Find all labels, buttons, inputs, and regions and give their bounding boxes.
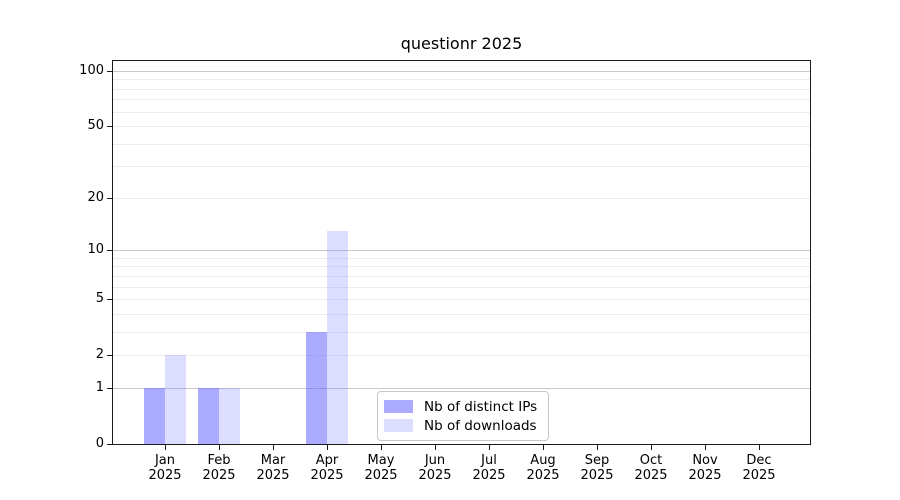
legend-row-downloads: Nb of downloads xyxy=(384,416,537,435)
x-tick-mark xyxy=(165,444,166,450)
x-tick-label-mar: Mar 2025 xyxy=(243,453,303,483)
x-tick-mark xyxy=(489,444,490,450)
year-label: 2025 xyxy=(526,468,560,483)
major-gridline xyxy=(113,250,810,252)
legend-swatch-icon xyxy=(384,419,413,432)
minor-gridline xyxy=(113,111,810,113)
y-tick-label: 5 xyxy=(95,291,104,306)
y-tick-mark xyxy=(107,299,113,300)
chart-title: questionr 2025 xyxy=(400,34,523,53)
minor-gridline xyxy=(113,313,810,315)
minor-gridline xyxy=(113,79,810,81)
legend-row-distinct-ips: Nb of distinct IPs xyxy=(384,397,537,416)
y-tick-mark xyxy=(107,198,113,199)
y-tick-label: 10 xyxy=(87,242,104,257)
x-tick-mark xyxy=(651,444,652,450)
year-label: 2025 xyxy=(202,468,236,483)
year-label: 2025 xyxy=(742,468,776,483)
legend-swatch-icon xyxy=(384,400,413,413)
x-tick-mark xyxy=(705,444,706,450)
x-tick-mark xyxy=(327,444,328,450)
major-gridline xyxy=(113,387,810,389)
year-label: 2025 xyxy=(148,468,182,483)
legend-label: Nb of distinct IPs xyxy=(424,398,538,415)
y-tick-mark xyxy=(107,71,113,72)
bar-distinct-ips-jan xyxy=(144,387,165,444)
x-tick-label-aug: Aug 2025 xyxy=(513,453,573,483)
minor-gridline xyxy=(113,197,810,199)
minor-gridline xyxy=(113,126,810,128)
y-tick-mark xyxy=(107,388,113,389)
month-label: Jan xyxy=(154,453,176,468)
y-tick-label: 0 xyxy=(95,436,104,451)
month-label: Jun xyxy=(424,453,446,468)
month-label: Dec xyxy=(746,453,772,468)
x-tick-label-feb: Feb 2025 xyxy=(189,453,249,483)
x-tick-mark xyxy=(381,444,382,450)
month-label: Jul xyxy=(481,453,497,468)
major-gridline xyxy=(113,71,810,72)
minor-gridline xyxy=(113,257,810,259)
x-tick-label-sep: Sep 2025 xyxy=(567,453,627,483)
minor-gridline xyxy=(113,275,810,277)
x-tick-mark xyxy=(273,444,274,450)
x-tick-mark xyxy=(435,444,436,450)
y-tick-label: 2 xyxy=(95,347,104,362)
plot-area xyxy=(112,60,811,445)
x-tick-mark xyxy=(759,444,760,450)
minor-gridline xyxy=(113,299,810,301)
month-label: Mar xyxy=(260,453,286,468)
legend: Nb of distinct IPs Nb of downloads xyxy=(377,391,550,441)
month-label: May xyxy=(367,453,395,468)
y-tick-label: 50 xyxy=(87,118,104,133)
x-tick-mark xyxy=(597,444,598,450)
y-tick-label: 20 xyxy=(87,190,104,205)
year-label: 2025 xyxy=(256,468,290,483)
bar-downloads-apr xyxy=(327,230,348,444)
y-tick-mark xyxy=(107,126,113,127)
x-tick-mark xyxy=(219,444,220,450)
x-tick-label-nov: Nov 2025 xyxy=(675,453,735,483)
year-label: 2025 xyxy=(364,468,398,483)
minor-gridline xyxy=(113,266,810,268)
x-tick-label-dec: Dec 2025 xyxy=(729,453,789,483)
minor-gridline xyxy=(113,143,810,145)
year-label: 2025 xyxy=(310,468,344,483)
x-tick-mark xyxy=(543,444,544,450)
x-tick-label-apr: Apr 2025 xyxy=(297,453,357,483)
year-label: 2025 xyxy=(580,468,614,483)
year-label: 2025 xyxy=(634,468,668,483)
month-label: Oct xyxy=(639,453,663,468)
y-tick-label: 100 xyxy=(79,63,104,78)
x-tick-label-jun: Jun 2025 xyxy=(405,453,465,483)
year-label: 2025 xyxy=(688,468,722,483)
minor-gridline xyxy=(113,355,810,357)
x-tick-label-may: May 2025 xyxy=(351,453,411,483)
y-tick-mark xyxy=(107,444,113,445)
bar-distinct-ips-feb xyxy=(198,387,219,444)
x-tick-label-jul: Jul 2025 xyxy=(459,453,519,483)
month-label: Feb xyxy=(207,453,231,468)
bar-distinct-ips-apr xyxy=(306,331,327,444)
x-tick-label-oct: Oct 2025 xyxy=(621,453,681,483)
y-tick-label: 1 xyxy=(95,380,104,395)
y-tick-mark xyxy=(107,250,113,251)
minor-gridline xyxy=(113,331,810,333)
bar-downloads-feb xyxy=(219,387,240,444)
month-label: Nov xyxy=(692,453,718,468)
x-tick-label-jan: Jan 2025 xyxy=(135,453,195,483)
bar-downloads-jan xyxy=(165,355,186,444)
minor-gridline xyxy=(113,166,810,168)
month-label: Sep xyxy=(584,453,610,468)
month-label: Aug xyxy=(530,453,556,468)
minor-gridline xyxy=(113,286,810,288)
minor-gridline xyxy=(113,99,810,101)
y-tick-mark xyxy=(107,355,113,356)
year-label: 2025 xyxy=(472,468,506,483)
month-label: Apr xyxy=(315,453,339,468)
legend-label: Nb of downloads xyxy=(424,417,537,434)
minor-gridline xyxy=(113,88,810,90)
year-label: 2025 xyxy=(418,468,452,483)
